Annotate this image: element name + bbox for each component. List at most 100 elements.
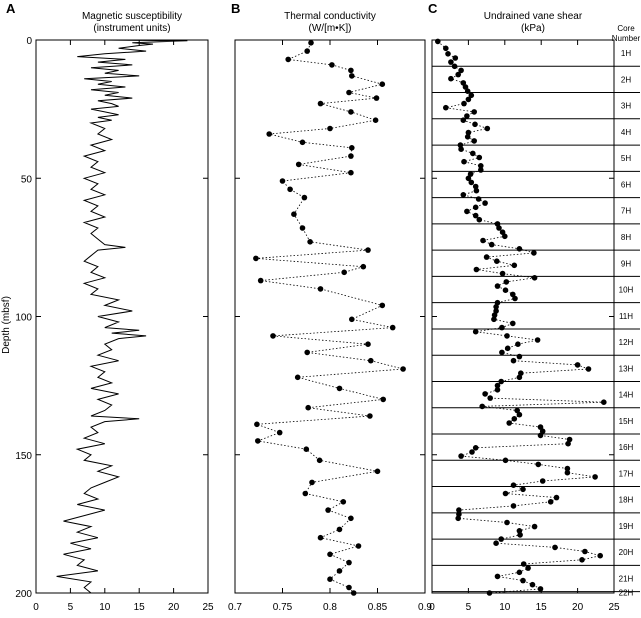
panel-c-xtick-label: 0 bbox=[429, 602, 435, 613]
panel-c-data-point bbox=[510, 320, 516, 327]
panel-b-data-point bbox=[379, 302, 386, 309]
panel-c-data-point bbox=[488, 241, 495, 248]
panel-a-xtick-label: 20 bbox=[168, 602, 180, 613]
panel-c-data-point bbox=[473, 187, 480, 194]
panel-c-data-point bbox=[502, 457, 509, 464]
panel-b-data-point bbox=[372, 117, 379, 123]
panel-c-data-point bbox=[529, 581, 536, 588]
panel-c-data-point bbox=[464, 134, 471, 140]
panel-b-data-point bbox=[349, 73, 355, 79]
panel-c-data-point bbox=[462, 84, 469, 90]
panel-c-xtick-label: 15 bbox=[536, 602, 548, 613]
panel-a-series-line bbox=[56, 39, 188, 594]
panel-b-data-point bbox=[367, 413, 373, 419]
panel-c-plot-area: 0 5 10 15 20 25 1H 2H 3H 4H 5H 6H 7H 8H 9H 10H 11H 12H 13H… bbox=[429, 38, 640, 613]
panel-a-xtick-label: 5 bbox=[68, 602, 74, 613]
panel-b-data-point bbox=[350, 590, 357, 596]
panel-c-data-point bbox=[512, 295, 518, 302]
y-tick-label: 200 bbox=[15, 589, 32, 600]
panel-b-data-point bbox=[285, 56, 292, 63]
panel-a: A Magnetic susceptibility (instrument un… bbox=[6, 1, 214, 613]
panel-c-data-point bbox=[537, 424, 544, 430]
panel-c-data-point bbox=[510, 291, 516, 298]
panel-c-data-point bbox=[460, 192, 467, 198]
core-label: 18H bbox=[619, 496, 634, 505]
panel-c-data-point bbox=[435, 38, 441, 45]
panel-c-data-point bbox=[491, 316, 497, 323]
core-label: 17H bbox=[619, 469, 634, 478]
panel-c-data-point bbox=[499, 270, 506, 277]
panel-a-frame bbox=[35, 39, 209, 594]
panel-b-data-point bbox=[307, 239, 313, 245]
panel-c-data-point bbox=[592, 474, 598, 480]
panel-c-data-point bbox=[504, 333, 510, 339]
panel-c-data-point bbox=[504, 345, 511, 352]
panel-c-data-point bbox=[464, 208, 470, 215]
panel-c-data-point bbox=[494, 387, 501, 393]
panel-c-data-point bbox=[506, 420, 512, 426]
panel-b-plot-area: 0.7 0.75 0.8 0.85 0.9 bbox=[228, 39, 432, 613]
panel-b-data-point bbox=[336, 568, 343, 574]
panel-c-data-point bbox=[482, 200, 488, 206]
core-label: 2H bbox=[621, 75, 631, 84]
core-label: 9H bbox=[621, 259, 631, 268]
panel-c-data-point bbox=[460, 80, 467, 86]
panel-b-xtick-label: 0.9 bbox=[418, 602, 432, 613]
panel-c-data-point bbox=[564, 465, 571, 472]
panel-c-data-point bbox=[464, 113, 470, 119]
panel-a-xtick-label: 25 bbox=[202, 602, 214, 613]
panel-c-data-point bbox=[461, 100, 467, 107]
core-label: 14H bbox=[619, 391, 634, 400]
panel-b-data-point bbox=[340, 499, 347, 505]
panel-b-data-point bbox=[301, 194, 308, 201]
panel-c-data-point bbox=[520, 486, 526, 493]
panel-c-data-point bbox=[510, 503, 517, 509]
panel-c-data-point bbox=[448, 75, 454, 82]
panel-b-data-point bbox=[348, 109, 354, 115]
panel-b-xtick-label: 0.75 bbox=[273, 602, 293, 613]
panel-b-data-point bbox=[317, 286, 324, 292]
panel-c-data-point bbox=[531, 523, 538, 530]
panel-b-data-point bbox=[254, 438, 261, 444]
core-label: 11H bbox=[619, 312, 633, 321]
panel-b-data-point bbox=[346, 89, 352, 96]
panel-c-data-point bbox=[456, 507, 462, 513]
core-label: 19H bbox=[619, 522, 634, 531]
panel-b-data-point bbox=[303, 446, 310, 453]
panel-b-data-point bbox=[317, 100, 324, 107]
panel-b: B Thermal conductivity (W/[m•K]) 0.7 0.75… bbox=[228, 1, 432, 613]
panel-c-data-point bbox=[480, 237, 486, 244]
y-axis-label: Depth (mbsf) bbox=[1, 296, 12, 354]
panel-b-data-point bbox=[295, 161, 302, 168]
panel-c-data-point bbox=[564, 469, 571, 476]
panel-c-xtick-label: 5 bbox=[466, 602, 472, 613]
panel-b-data-point bbox=[400, 366, 406, 372]
panel-c-letter: C bbox=[428, 1, 438, 16]
panel-b-data-point bbox=[336, 526, 343, 533]
core-label: 3H bbox=[621, 102, 631, 111]
panel-c: C Undrained vane shear (kPa) Core Number… bbox=[428, 1, 641, 613]
panel-b-data-point bbox=[266, 131, 273, 137]
panel-b-data-point bbox=[368, 357, 374, 364]
panel-c-data-point bbox=[471, 138, 478, 144]
panel-c-data-point bbox=[520, 561, 527, 567]
panel-c-data-point bbox=[539, 428, 546, 435]
panel-c-data-point bbox=[472, 328, 479, 335]
panel-c-data-point bbox=[514, 407, 520, 414]
panel-c-data-point bbox=[452, 55, 459, 61]
panel-b-data-point bbox=[365, 341, 371, 348]
panel-c-data-point bbox=[565, 440, 571, 447]
panel-c-data-point bbox=[467, 171, 474, 177]
panel-b-data-point bbox=[302, 490, 309, 497]
panel-c-data-point bbox=[458, 67, 464, 74]
panel-c-data-point bbox=[494, 382, 501, 389]
panel-c-data-point bbox=[537, 432, 544, 439]
panel-c-data-point bbox=[455, 71, 462, 78]
panel-c-data-point bbox=[478, 163, 484, 169]
panel-c-data-point bbox=[585, 366, 592, 372]
panel-b-data-point bbox=[346, 584, 352, 591]
panel-c-data-point bbox=[491, 312, 498, 318]
panel-c-data-point bbox=[531, 250, 537, 256]
panel-c-data-point bbox=[511, 416, 518, 422]
core-label: 15H bbox=[619, 417, 634, 426]
